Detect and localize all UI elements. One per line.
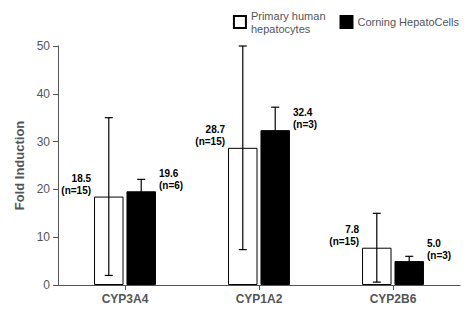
svg-text:CYP1A2: CYP1A2 [236,292,283,306]
svg-text:5.0: 5.0 [427,238,441,249]
svg-text:hepatocytes: hepatocytes [251,23,311,35]
svg-text:Fold Induction: Fold Induction [12,121,27,211]
svg-text:Primary human: Primary human [251,10,326,22]
svg-text:30: 30 [37,135,51,149]
svg-text:CYP3A4: CYP3A4 [102,292,149,306]
svg-text:32.4: 32.4 [293,107,313,118]
svg-text:(n=3): (n=3) [427,250,451,261]
svg-text:(n=15): (n=15) [329,236,359,247]
svg-text:50: 50 [37,39,51,53]
svg-text:18.5: 18.5 [72,173,92,184]
svg-text:Corning HepatoCells: Corning HepatoCells [358,16,460,28]
svg-text:(n=6): (n=6) [159,180,183,191]
svg-text:10: 10 [37,230,51,244]
svg-text:0: 0 [43,278,50,292]
svg-text:19.6: 19.6 [159,168,179,179]
svg-text:(n=15): (n=15) [195,136,225,147]
svg-text:20: 20 [37,182,51,196]
svg-text:CYP2B6: CYP2B6 [370,292,417,306]
svg-text:(n=3): (n=3) [293,119,317,130]
svg-text:(n=15): (n=15) [61,185,91,196]
svg-text:7.8: 7.8 [345,224,359,235]
svg-text:28.7: 28.7 [206,124,226,135]
svg-text:40: 40 [37,87,51,101]
